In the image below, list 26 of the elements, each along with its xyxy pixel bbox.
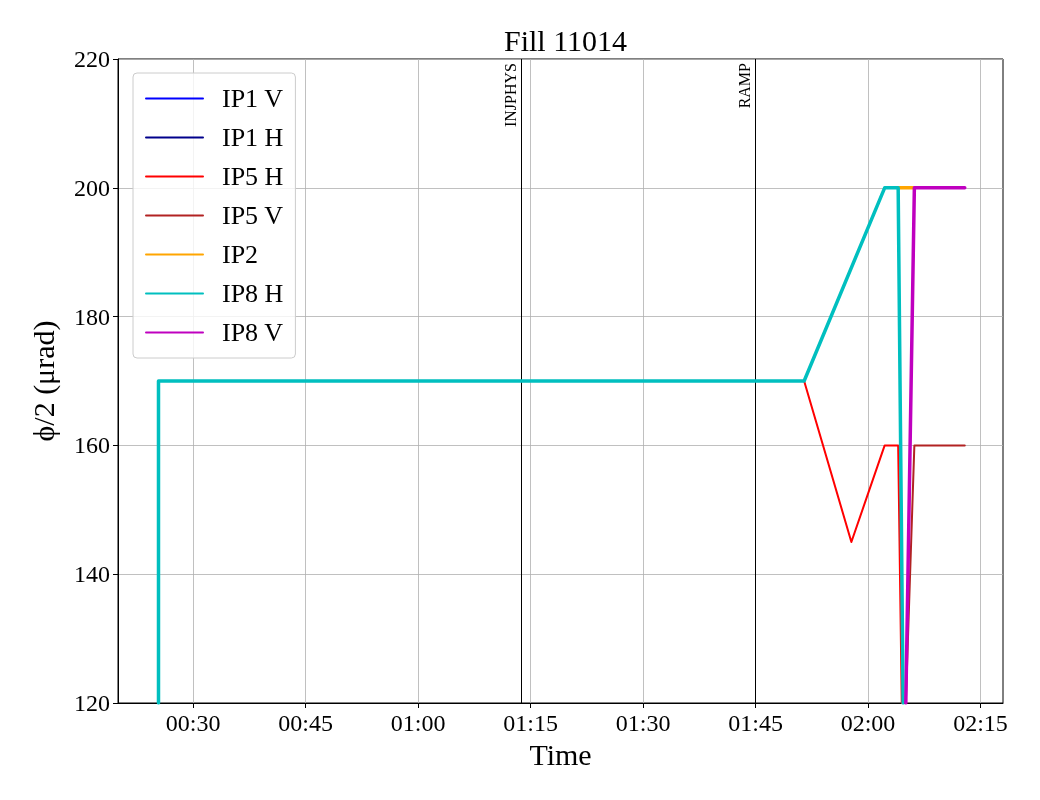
x-tick-label: 02:15 [953,710,1008,736]
legend-label: IP2 [222,240,259,269]
legend-label: IP8 V [222,318,284,347]
x-axis-title: Time [529,738,592,772]
x-tick-label: 01:30 [615,710,671,736]
y-tick-label: 120 [74,690,110,716]
y-tick-label: 140 [74,561,110,588]
x-tick-label: 00:45 [278,710,333,736]
legend-label: IP1 V [222,84,284,113]
x-tick-label: 02:00 [840,710,896,736]
legend-label: IP5 H [222,162,284,191]
x-tick-label: 00:30 [165,710,221,736]
ref-line-label: RAMP [736,62,754,109]
y-tick-label: 220 [74,46,110,72]
y-tick-label: 200 [74,174,110,201]
legend-label: IP1 H [222,123,284,152]
legend-label: IP5 V [222,201,284,230]
chart-title: Fill 11014 [503,23,628,57]
y-tick-label: 180 [74,303,110,330]
x-tick-label: 01:45 [728,710,783,736]
ref-line-label: INJPHYS [502,63,520,128]
x-tick-label: 01:00 [390,710,446,736]
legend-label: IP8 H [222,279,284,308]
y-axis-title: ϕ/2 (μrad) [26,320,61,442]
y-tick-label: 160 [74,432,110,459]
x-tick-label: 01:15 [503,710,558,736]
